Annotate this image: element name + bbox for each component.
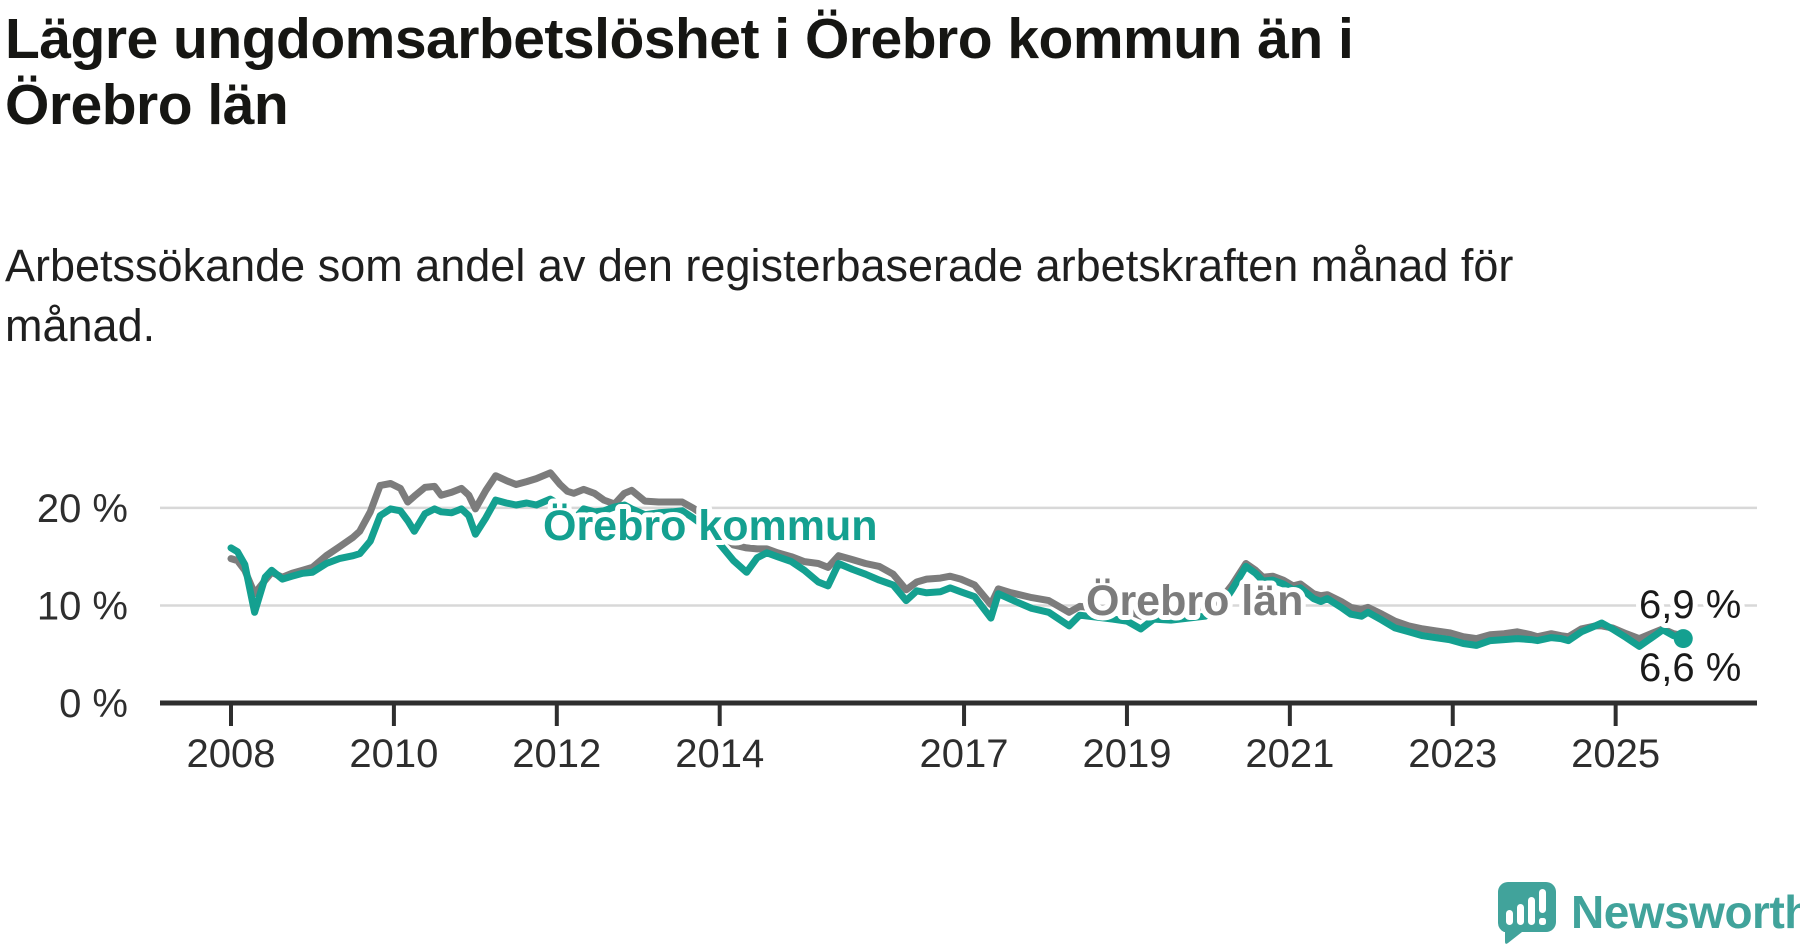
newsworthy-wordmark: Newsworthy — [1571, 886, 1800, 938]
x-axis-tick-label: 2017 — [920, 732, 1009, 776]
x-axis-tick-label: 2010 — [349, 732, 438, 776]
bar-1 — [1506, 910, 1513, 925]
x-axis-tick-label: 2012 — [512, 732, 601, 776]
exclamation-bar — [1539, 889, 1546, 913]
end-value-label-kommun: 6,6 % — [1639, 646, 1741, 690]
series-label-lan: Örebro län — [1086, 577, 1303, 625]
chart-plot-area: 0 % 10 % 20 % 2008 2010 2012 2014 2017 2019 2021 2… — [37, 469, 1757, 776]
series-line-lan — [227, 469, 1687, 643]
y-axis-tick-label: 0 % — [59, 682, 128, 726]
y-axis-tick-label: 10 % — [37, 584, 128, 628]
exclamation-dot — [1539, 918, 1546, 925]
end-value-label-lan: 6,9 % — [1639, 583, 1741, 627]
page-title: Lägre ungdomsarbetslöshet i Örebro kommu… — [5, 7, 1354, 138]
x-axis-tick-label: 2021 — [1245, 732, 1334, 776]
x-axis-tick-label: 2025 — [1571, 732, 1660, 776]
bar-2 — [1517, 904, 1524, 925]
series-label-kommun: Örebro kommun — [543, 502, 878, 550]
x-axis-tick-label: 2019 — [1082, 732, 1171, 776]
bar-3 — [1528, 897, 1535, 925]
series-line-kommun — [227, 495, 1687, 650]
x-axis-tick-label: 2014 — [675, 732, 764, 776]
chart-subtitle: Arbetssökande som andel av den registerb… — [5, 240, 1514, 351]
newsworthy-logo-icon — [1498, 882, 1556, 944]
y-axis-tick-label: 20 % — [37, 487, 128, 531]
newsworthy-branding: Newsworthy — [1494, 880, 1800, 944]
series-end-dot-kommun — [1673, 629, 1693, 649]
x-axis-tick-label: 2023 — [1408, 732, 1497, 776]
x-axis-tick-label: 2008 — [187, 732, 276, 776]
